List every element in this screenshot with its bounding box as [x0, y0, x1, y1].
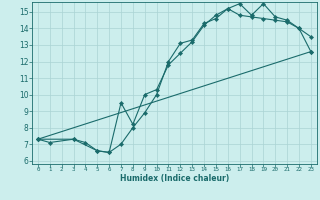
X-axis label: Humidex (Indice chaleur): Humidex (Indice chaleur) — [120, 174, 229, 183]
